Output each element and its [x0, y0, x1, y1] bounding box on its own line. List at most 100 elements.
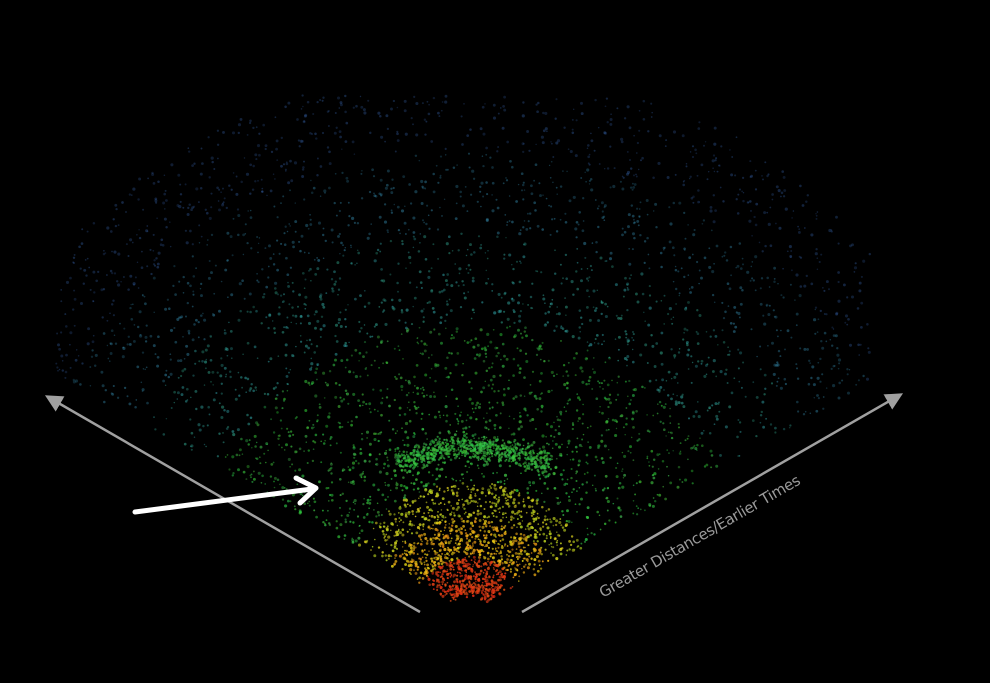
- galaxy-dot: [266, 393, 270, 396]
- galaxy-dot: [615, 314, 618, 317]
- galaxy-dot: [493, 539, 496, 542]
- galaxy-dot: [727, 305, 730, 307]
- galaxy-dot: [501, 452, 504, 456]
- galaxy-dot: [553, 421, 555, 424]
- galaxy-dot: [69, 331, 73, 335]
- galaxy-dot: [465, 432, 468, 435]
- galaxy-dot: [486, 454, 489, 456]
- galaxy-dot: [323, 397, 326, 399]
- galaxy-dot: [474, 500, 478, 504]
- galaxy-dot: [466, 210, 469, 213]
- galaxy-dot: [413, 569, 415, 572]
- galaxy-dot: [451, 491, 455, 495]
- galaxy-dot: [310, 426, 314, 430]
- galaxy-dot: [429, 376, 431, 379]
- galaxy-dot: [64, 376, 67, 379]
- galaxy-dot: [519, 448, 523, 452]
- galaxy-dot: [267, 360, 270, 363]
- galaxy-dot: [537, 523, 540, 525]
- galaxy-dot: [492, 116, 497, 120]
- galaxy-dot: [463, 453, 467, 457]
- galaxy-dot: [457, 542, 461, 546]
- galaxy-dot: [799, 347, 802, 350]
- galaxy-dot: [413, 542, 416, 545]
- galaxy-dot: [249, 163, 253, 167]
- galaxy-dot: [555, 497, 558, 499]
- galaxy-dot: [674, 173, 677, 176]
- galaxy-dot: [131, 303, 134, 306]
- galaxy-dot: [546, 130, 548, 133]
- galaxy-dot: [369, 453, 371, 456]
- galaxy-dot: [650, 481, 654, 485]
- galaxy-dot: [603, 206, 606, 209]
- galaxy-dot: [195, 407, 198, 411]
- galaxy-dot: [485, 153, 488, 156]
- galaxy-dot: [715, 157, 718, 160]
- galaxy-dot: [554, 523, 558, 527]
- galaxy-dot: [449, 440, 452, 443]
- galaxy-dot: [206, 239, 209, 241]
- galaxy-dot: [379, 194, 383, 197]
- galaxy-dot: [790, 336, 793, 339]
- galaxy-dot: [287, 284, 291, 288]
- galaxy-dot: [190, 208, 193, 212]
- galaxy-dot: [550, 546, 553, 548]
- galaxy-dot: [648, 379, 652, 383]
- galaxy-dot: [567, 442, 570, 445]
- galaxy-dot: [608, 257, 613, 261]
- galaxy-dot: [592, 368, 594, 370]
- galaxy-dot: [586, 471, 589, 474]
- galaxy-dot: [482, 586, 485, 588]
- galaxy-dot: [414, 190, 418, 194]
- galaxy-dot: [566, 402, 569, 405]
- galaxy-dot: [683, 275, 686, 279]
- galaxy-dot: [578, 211, 581, 214]
- galaxy-dot: [628, 126, 632, 130]
- galaxy-dot: [206, 424, 209, 427]
- galaxy-dot: [525, 458, 528, 461]
- galaxy-dot: [497, 292, 501, 296]
- galaxy-dot: [469, 493, 472, 497]
- galaxy-dot: [726, 282, 730, 286]
- galaxy-dot: [564, 297, 567, 300]
- galaxy-dot: [706, 178, 709, 181]
- galaxy-dot: [707, 356, 710, 359]
- galaxy-dot: [270, 463, 274, 466]
- galaxy-dot: [642, 117, 646, 121]
- galaxy-dot: [585, 491, 588, 494]
- galaxy-dot: [199, 187, 203, 190]
- galaxy-dot: [464, 186, 467, 188]
- galaxy-dot: [304, 409, 308, 412]
- galaxy-dot: [526, 535, 530, 539]
- galaxy-dot: [398, 349, 401, 351]
- galaxy-dot: [192, 275, 196, 278]
- galaxy-dot: [577, 396, 580, 400]
- galaxy-dot: [857, 343, 860, 347]
- galaxy-dot: [510, 445, 512, 447]
- galaxy-dot: [342, 398, 346, 401]
- galaxy-dot: [331, 289, 335, 293]
- galaxy-dot: [357, 462, 360, 465]
- galaxy-dot: [553, 537, 557, 541]
- galaxy-dot: [663, 428, 666, 431]
- galaxy-dot: [255, 126, 258, 129]
- galaxy-dot: [380, 135, 384, 139]
- galaxy-dot: [463, 577, 467, 580]
- galaxy-dot: [387, 535, 391, 539]
- galaxy-dot: [113, 334, 116, 336]
- galaxy-dot: [126, 395, 129, 398]
- galaxy-dot: [558, 520, 562, 525]
- galaxy-dot: [547, 443, 550, 446]
- galaxy-dot: [865, 377, 870, 381]
- galaxy-dot: [58, 347, 61, 351]
- galaxy-dot: [495, 413, 498, 417]
- galaxy-dot: [286, 382, 289, 385]
- galaxy-dot: [692, 195, 695, 198]
- galaxy-dot: [427, 112, 431, 116]
- galaxy-dot: [337, 288, 341, 291]
- galaxy-dot: [454, 217, 458, 221]
- galaxy-dot: [537, 473, 541, 477]
- galaxy-dot: [666, 176, 670, 179]
- galaxy-dot: [535, 270, 537, 272]
- galaxy-dot: [699, 437, 701, 439]
